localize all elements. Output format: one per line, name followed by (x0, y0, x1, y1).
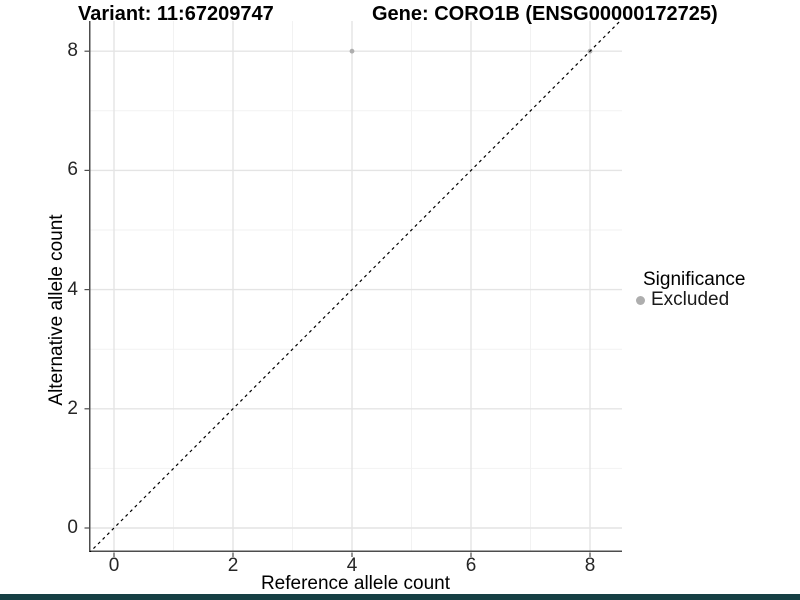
legend-title: Significance (643, 269, 746, 290)
legend: Significance Excluded (636, 269, 745, 310)
plot-title-variant: Variant: 11:67209747 (78, 3, 274, 25)
plot-title-gene: Gene: CORO1B (ENSG00000172725) (372, 3, 718, 25)
y-tick-label-2: 2 (67, 397, 78, 419)
y-tick-label-6: 6 (67, 159, 78, 181)
y-tick-label-4: 4 (67, 278, 78, 300)
identity-line (89, 21, 621, 552)
data-point-4-8 (349, 48, 355, 54)
x-axis-title: Reference allele count (260, 573, 451, 594)
x-tick-label-6: 6 (465, 555, 477, 576)
x-tick-label-8: 8 (584, 555, 596, 576)
x-tick-label-0: 0 (108, 555, 120, 576)
bottom-window-edge (0, 594, 800, 600)
x-tick-label-2: 2 (227, 555, 239, 576)
legend-item-excluded: Excluded (636, 289, 745, 310)
legend-key-dot (636, 295, 645, 305)
y-axis-title: Alternative allele count (46, 214, 67, 406)
y-tick-label-8: 8 (67, 40, 78, 62)
y-tick-label-0: 0 (67, 517, 78, 538)
x-tick-label-4: 4 (346, 555, 358, 576)
legend-item-label: Excluded (651, 289, 730, 310)
